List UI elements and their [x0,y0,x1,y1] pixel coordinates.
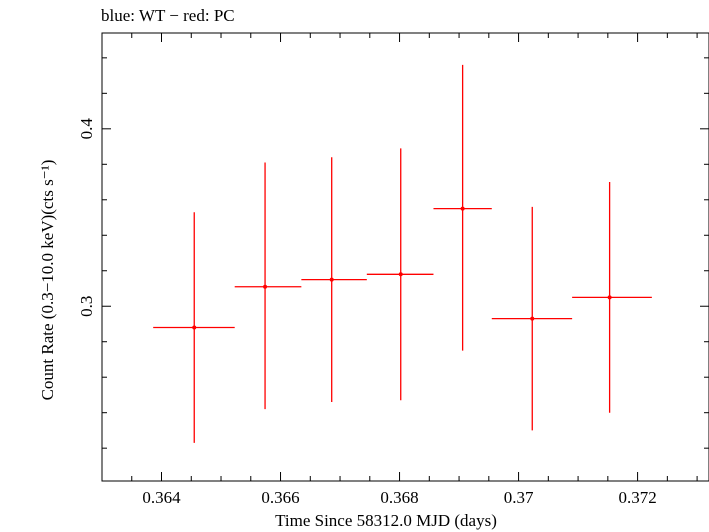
x-axis-ticks: 0.364 0.366 0.368 0.37 0.372 [101,33,698,507]
point-marker [530,316,535,321]
y-tick-label: 0.3 [77,296,96,317]
data-point [153,212,235,443]
x-tick-label: 0.372 [618,488,656,507]
point-marker [192,325,197,330]
data-point [234,162,302,410]
x-tick-label: 0.366 [261,488,299,507]
chart-title: blue: WT − red: PC [101,6,235,25]
data-point [433,64,492,351]
data-point [301,157,367,403]
x-tick-label: 0.364 [142,488,181,507]
plot-frame [101,32,709,482]
y-tick-label: 0.4 [77,118,96,140]
data-point [491,206,573,431]
x-axis-label: Time Since 58312.0 MJD (days) [275,511,497,530]
point-marker [398,272,403,277]
data-point [366,148,434,401]
x-tick-label: 0.37 [504,488,534,507]
point-marker [329,277,334,282]
plot-border [101,32,709,482]
point-marker [607,295,612,300]
y-axis-label: Count Rate (0.3−10.0 keV)(cts s⁻¹) [38,160,57,401]
point-marker [460,206,465,211]
y-axis-ticks: 0.3 0.4 [77,57,709,449]
data-points [153,64,652,443]
data-point [572,182,652,413]
point-marker [263,284,268,289]
x-tick-label: 0.368 [380,488,418,507]
